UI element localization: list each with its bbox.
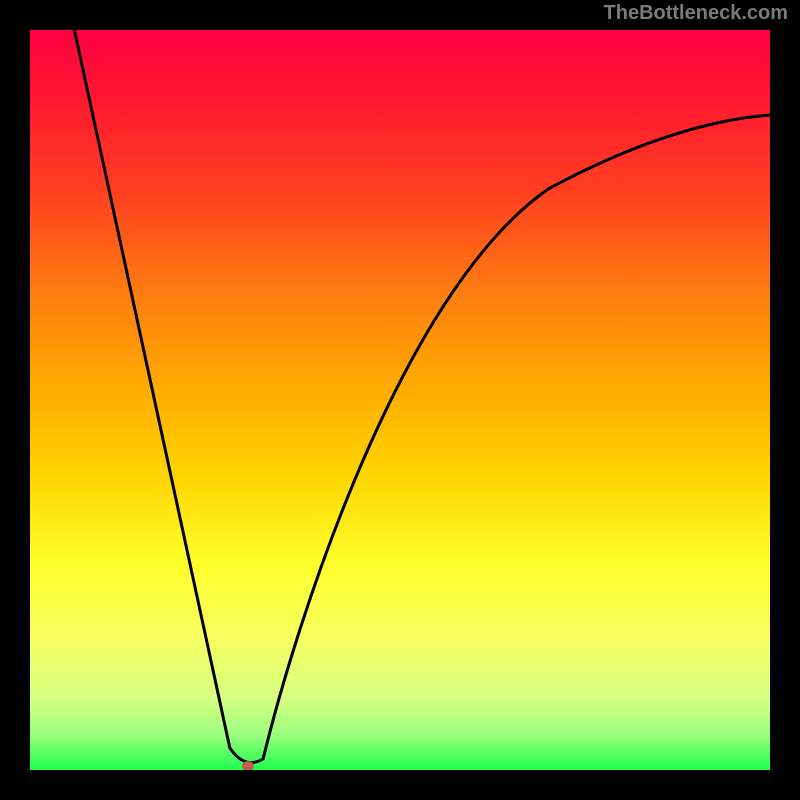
plot-area [30, 30, 770, 770]
bottleneck-curve [30, 30, 770, 770]
curve-path [74, 30, 770, 763]
optimal-point-marker [242, 761, 254, 770]
watermark-text: TheBottleneck.com [604, 2, 788, 25]
